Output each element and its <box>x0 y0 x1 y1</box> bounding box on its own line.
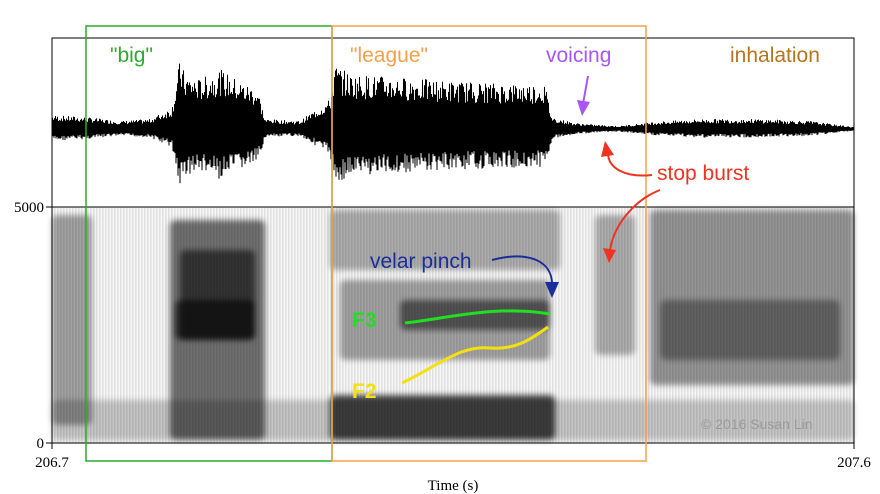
label-velar-pinch: velar pinch <box>370 250 472 273</box>
label-stop-burst: stop burst <box>657 162 749 185</box>
label-big: "big" <box>110 44 153 67</box>
league-word-box <box>331 25 647 462</box>
label-league: "league" <box>350 44 428 67</box>
label-f3: F3 <box>352 309 377 332</box>
spectrogram <box>51 206 855 444</box>
x-axis-label: Time (s) <box>428 478 479 494</box>
x-tick-start: 206.7 <box>35 455 69 471</box>
stop-burst-arrow-lower <box>603 189 661 263</box>
label-voicing: voicing <box>546 44 611 67</box>
label-f2: F2 <box>352 380 377 403</box>
waveform-trace <box>51 63 855 184</box>
copyright-text: © 2016 Susan Lin <box>701 416 813 432</box>
stop-burst-arrow-upper <box>601 141 653 177</box>
voicing-arrow <box>577 75 590 116</box>
y-tick-5000: 5000 <box>14 200 44 216</box>
y-tick-0: 0 <box>37 436 45 452</box>
f3-formant-track <box>404 309 551 325</box>
velar-pinch-arrow <box>491 255 559 298</box>
label-inhalation: inhalation <box>730 44 820 67</box>
f2-formant-track <box>401 325 549 385</box>
x-tick-end: 207.6 <box>837 455 871 471</box>
